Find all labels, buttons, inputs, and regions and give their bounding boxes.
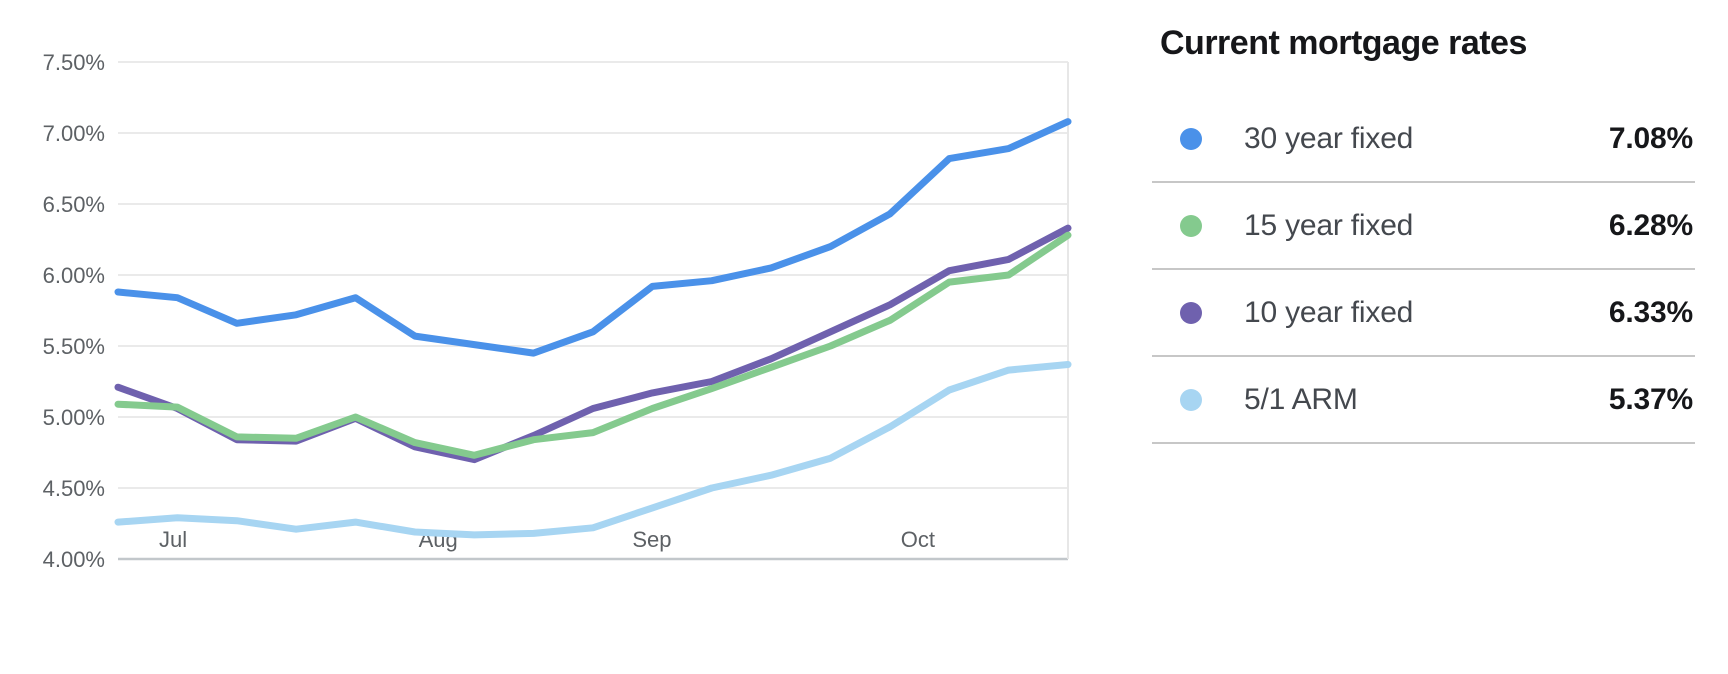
series-color-dot-icon	[1180, 301, 1202, 324]
series-line-5-1-arm	[114, 361, 1072, 539]
series-line-10-year-fixed	[114, 224, 1072, 464]
series-color-dot-icon	[1180, 388, 1202, 411]
series-label: 10 year fixed	[1244, 295, 1414, 329]
series-current-rate: 6.33%	[1608, 295, 1693, 329]
legend-row: 30 year fixed 7.08%	[1152, 96, 1695, 183]
series-current-rate: 5.37%	[1608, 382, 1693, 416]
legend-row: 10 year fixed 6.33%	[1152, 270, 1695, 357]
series-label: 5/1 ARM	[1244, 382, 1358, 416]
series-current-rate: 6.28%	[1608, 208, 1693, 242]
series-line-15-year-fixed	[114, 231, 1072, 459]
y-tick-label: 5.00%	[43, 405, 105, 430]
y-tick-label: 6.50%	[43, 192, 105, 217]
x-tick-label: Jul	[159, 527, 187, 552]
rates-line-chart[interactable]: 7.50% 7.00% 6.50% 6.00% 5.50% 5.00% 4.50% 4.00%…	[0, 0, 1090, 620]
y-tick-label: 6.00%	[43, 263, 105, 288]
legend-list: 30 year fixed 7.08% 15 year fixed 6.28% 10 y…	[1152, 96, 1695, 444]
series-color-dot-icon	[1180, 127, 1202, 150]
legend-row: 15 year fixed 6.28%	[1152, 183, 1695, 270]
series-line-30-year-fixed	[114, 118, 1072, 357]
legend-panel: Current mortgage rates 30 year fixed 7.08…	[1152, 22, 1695, 444]
legend-row: 5/1 ARM 5.37%	[1152, 357, 1695, 444]
series-color-dot-icon	[1180, 214, 1202, 237]
legend-title: Current mortgage rates	[1160, 24, 1527, 62]
series-label: 30 year fixed	[1244, 121, 1414, 155]
y-tick-label: 4.50%	[43, 476, 105, 501]
y-tick-label: 7.00%	[43, 121, 105, 146]
x-tick-label: Sep	[632, 527, 671, 552]
series-current-rate: 7.08%	[1608, 121, 1693, 155]
y-tick-label: 7.50%	[43, 50, 105, 75]
x-tick-label: Oct	[901, 527, 935, 552]
series-label: 15 year fixed	[1244, 208, 1414, 242]
y-tick-label: 5.50%	[43, 334, 105, 359]
y-tick-label: 4.00%	[43, 547, 105, 572]
